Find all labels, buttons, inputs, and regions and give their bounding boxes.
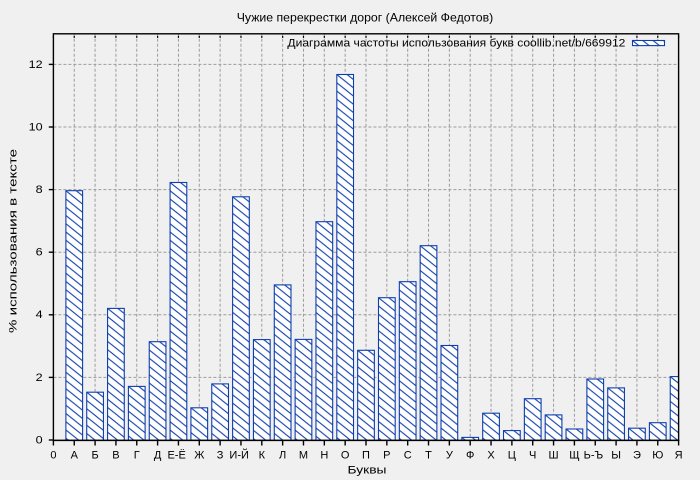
svg-text:М: М [299, 450, 308, 462]
svg-text:Д: Д [154, 450, 162, 462]
svg-text:% использования в тексте: % использования в тексте [8, 149, 20, 333]
svg-text:Ц: Ц [508, 450, 516, 462]
svg-text:10: 10 [29, 121, 43, 133]
svg-text:6: 6 [36, 247, 43, 259]
svg-text:Т: Т [425, 450, 432, 462]
svg-text:Р: Р [383, 450, 390, 462]
svg-text:Ч: Ч [529, 450, 536, 462]
svg-text:Щ: Щ [569, 450, 579, 462]
svg-text:4: 4 [36, 309, 43, 321]
svg-text:8: 8 [36, 184, 43, 196]
svg-text:В: В [112, 450, 119, 462]
svg-text:Н: Н [320, 450, 328, 462]
svg-text:А: А [71, 450, 79, 462]
svg-text:2: 2 [36, 372, 43, 384]
svg-text:Диаграмма частоты использовани: Диаграмма частоты использования букв coo… [287, 38, 625, 50]
svg-text:Ш: Ш [549, 450, 559, 462]
svg-text:Ь-Ъ: Ь-Ъ [584, 450, 604, 462]
svg-text:О: О [341, 450, 350, 462]
svg-text:У: У [446, 450, 454, 462]
svg-text:С: С [404, 450, 412, 462]
svg-text:К: К [259, 450, 266, 462]
svg-text:0: 0 [36, 434, 43, 446]
svg-text:З: З [217, 450, 224, 462]
svg-text:Г: Г [134, 450, 140, 462]
svg-text:П: П [362, 450, 370, 462]
svg-text:Ю: Ю [652, 450, 663, 462]
svg-text:Л: Л [279, 450, 286, 462]
svg-text:Э: Э [633, 450, 641, 462]
svg-text:Чужие перекрестки дорог (Алекс: Чужие перекрестки дорог (Алексей Федотов… [237, 11, 494, 25]
svg-text:Ж: Ж [194, 450, 204, 462]
svg-text:Х: Х [487, 450, 495, 462]
svg-text:Е-Ё: Е-Ё [167, 450, 185, 462]
svg-text:Я: Я [675, 450, 683, 462]
svg-text:Б: Б [91, 450, 98, 462]
svg-text:12: 12 [29, 59, 43, 71]
svg-text:И-Й: И-Й [229, 449, 248, 462]
svg-text:Буквы: Буквы [348, 465, 387, 477]
svg-text:0: 0 [50, 450, 56, 462]
svg-text:Ы: Ы [611, 450, 621, 462]
svg-text:Ф: Ф [466, 450, 474, 462]
